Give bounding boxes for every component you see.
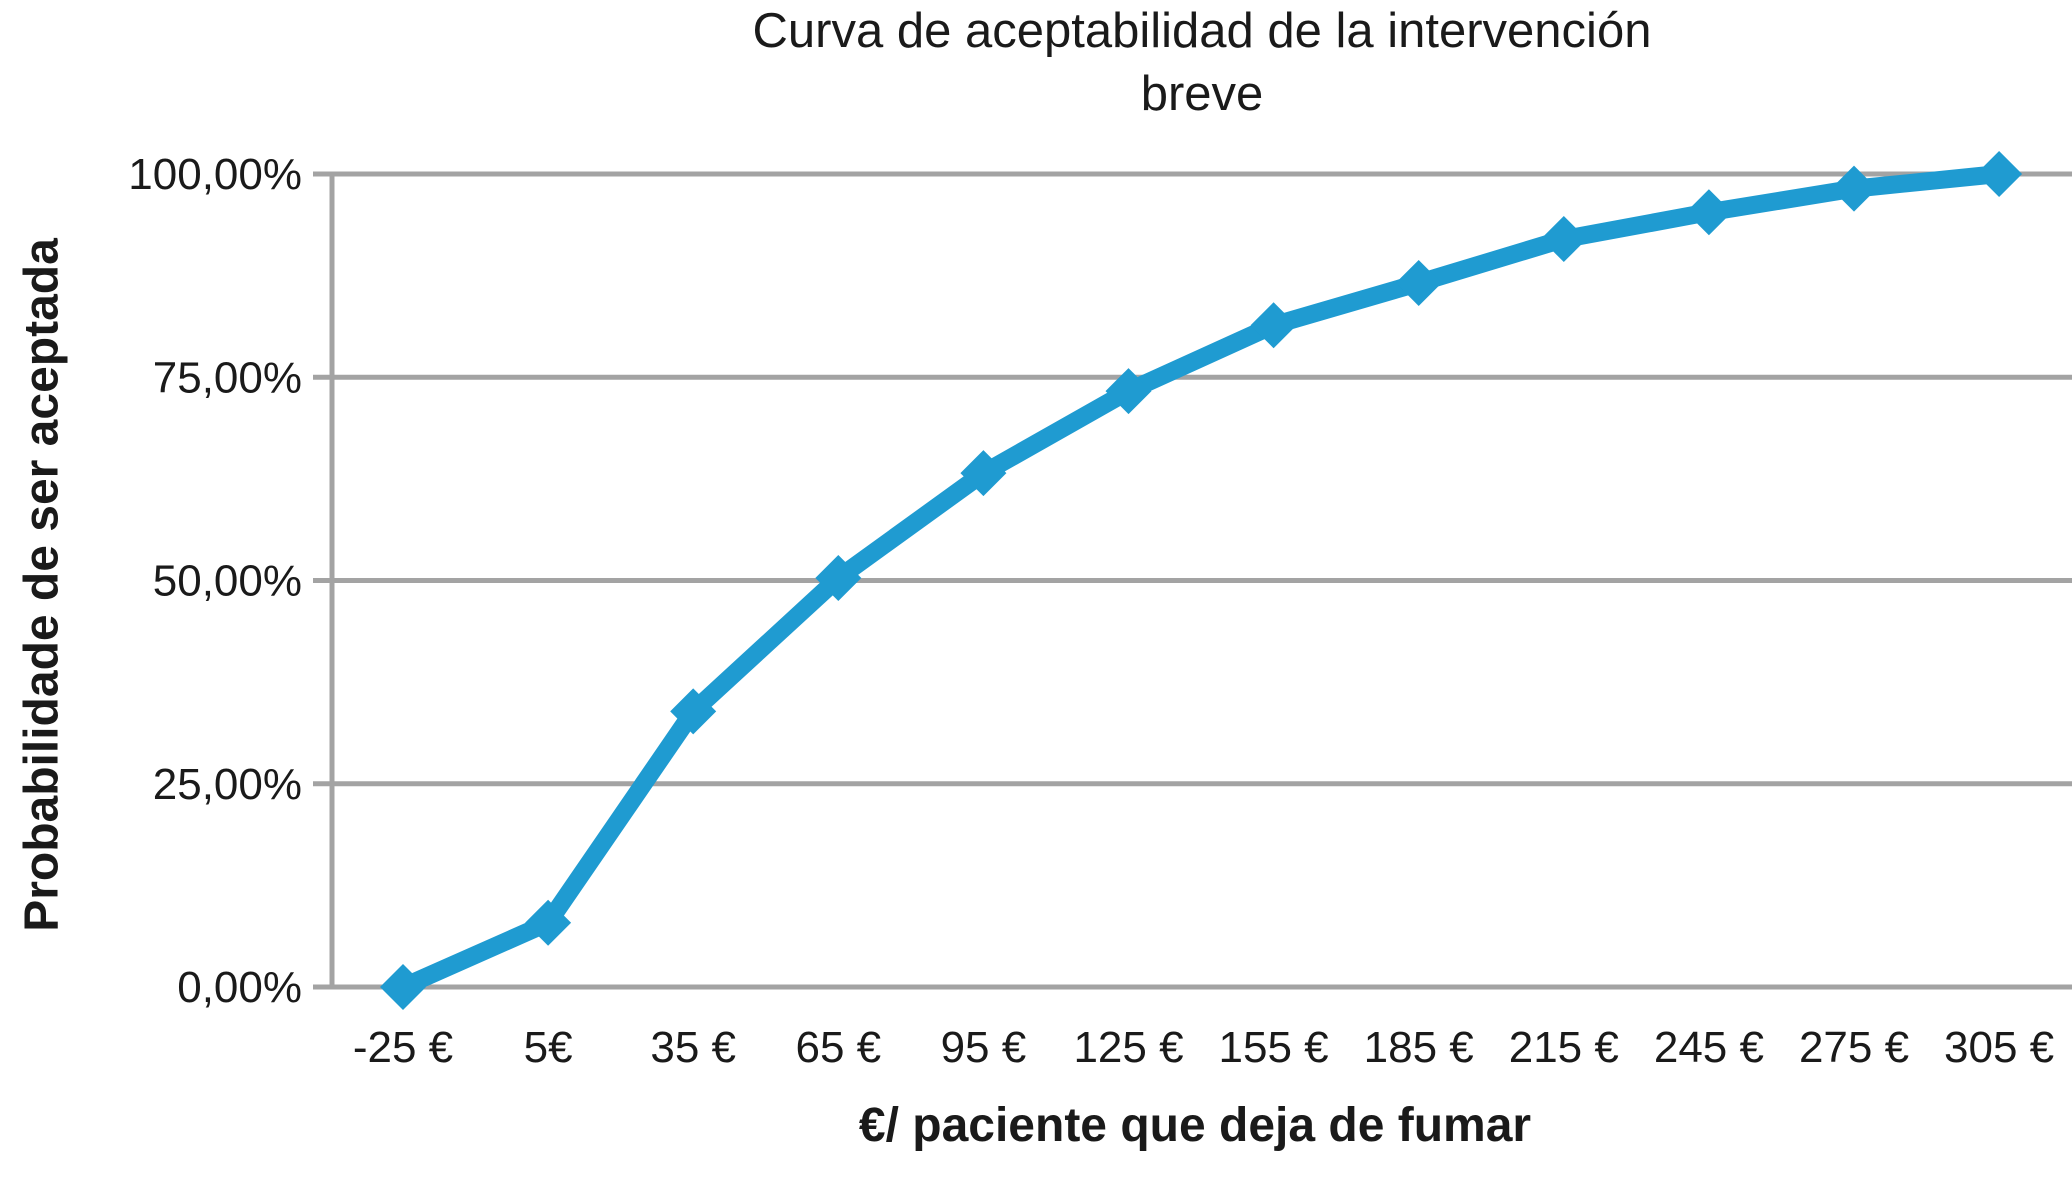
- x-tick-label: 125 €: [1073, 1023, 1183, 1072]
- chart-title-line2: breve: [1140, 67, 1264, 121]
- x-tick-label: 245 €: [1654, 1023, 1764, 1072]
- data-point: [1831, 165, 1877, 212]
- x-tick-label: 185 €: [1364, 1023, 1474, 1072]
- x-tick-label: 5€: [524, 1023, 573, 1072]
- data-point: [1685, 189, 1732, 236]
- chart-title: Curva de aceptabilidad de la intervenció…: [332, 0, 2072, 126]
- chart-title-line1: Curva de aceptabilidad de la intervenció…: [752, 4, 1652, 58]
- x-tick-label: 305 €: [1944, 1023, 2054, 1072]
- x-tick-label: -25 €: [353, 1023, 453, 1072]
- data-point: [1105, 368, 1152, 415]
- x-tick-label: 95 €: [941, 1023, 1027, 1072]
- data-point: [1395, 259, 1442, 306]
- data-point: [815, 555, 862, 602]
- series-line: [394, 165, 2009, 996]
- x-axis-title: €/ paciente que deja de fumar: [858, 1099, 1532, 1152]
- data-point: [525, 899, 572, 946]
- x-tick-label: 155 €: [1219, 1023, 1329, 1072]
- data-point: [1250, 302, 1297, 349]
- y-tick-label: 100,00%: [128, 150, 302, 199]
- x-tick-label: 215 €: [1509, 1023, 1619, 1072]
- x-tick-label: 35 €: [650, 1023, 736, 1072]
- data-point: [380, 964, 426, 1010]
- y-tick-label: 25,00%: [153, 760, 302, 809]
- y-tick-label: 75,00%: [153, 353, 302, 402]
- y-tick-label: 50,00%: [153, 557, 302, 606]
- data-point: [960, 450, 1007, 497]
- x-tick-label: 65 €: [795, 1023, 881, 1072]
- x-tick-label: 275 €: [1799, 1023, 1909, 1072]
- data-point: [1976, 151, 2023, 197]
- data-point: [1540, 216, 1587, 263]
- data-point: [670, 688, 717, 735]
- y-tick-label: 0,00%: [177, 963, 302, 1012]
